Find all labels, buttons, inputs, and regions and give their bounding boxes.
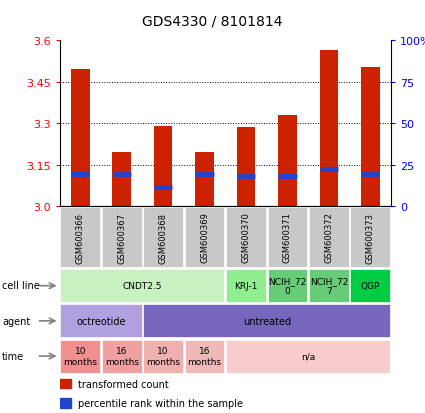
Text: agent: agent (2, 316, 30, 326)
Text: GSM600371: GSM600371 (283, 212, 292, 263)
Bar (361, 67, 380, 206)
Bar (309, 207, 349, 268)
Text: octreotide: octreotide (76, 316, 126, 326)
Bar (184, 207, 224, 268)
Bar (60, 207, 100, 268)
Bar (184, 340, 224, 373)
Bar (350, 270, 390, 302)
Bar (71, 70, 90, 206)
Bar (309, 270, 349, 302)
Text: GSM600367: GSM600367 (117, 212, 126, 263)
Text: GDS4330 / 8101814: GDS4330 / 8101814 (142, 14, 283, 28)
Bar (60, 340, 100, 373)
Text: time: time (2, 351, 24, 361)
Text: n/a: n/a (301, 352, 315, 361)
Bar (112, 153, 131, 206)
Bar (143, 207, 183, 268)
Text: 10
months: 10 months (146, 347, 180, 366)
Bar (102, 207, 142, 268)
Text: GSM600368: GSM600368 (159, 212, 167, 263)
Text: 16
months: 16 months (187, 347, 221, 366)
Text: GSM600369: GSM600369 (200, 212, 209, 263)
Bar (143, 305, 390, 337)
Text: 16
months: 16 months (105, 347, 139, 366)
Text: percentile rank within the sample: percentile rank within the sample (78, 398, 243, 408)
Bar (60, 379, 71, 389)
Bar (143, 340, 183, 373)
Bar (350, 207, 390, 268)
Bar (278, 116, 297, 206)
Bar (102, 340, 142, 373)
Bar (237, 128, 255, 206)
Text: transformed count: transformed count (78, 379, 168, 389)
Text: NCIH_72
7: NCIH_72 7 (310, 276, 348, 296)
Text: CNDT2.5: CNDT2.5 (123, 282, 162, 290)
Bar (267, 270, 307, 302)
Bar (226, 270, 266, 302)
Bar (226, 207, 266, 268)
Text: GSM600372: GSM600372 (324, 212, 333, 263)
Text: untreated: untreated (243, 316, 291, 326)
Bar (267, 207, 307, 268)
Text: GSM600366: GSM600366 (76, 212, 85, 263)
Bar (226, 340, 390, 373)
Text: NCIH_72
0: NCIH_72 0 (268, 276, 306, 296)
Bar (60, 270, 224, 302)
Bar (154, 127, 173, 206)
Text: QGP: QGP (360, 282, 380, 290)
Text: GSM600373: GSM600373 (366, 212, 375, 263)
Text: 10
months: 10 months (63, 347, 97, 366)
Bar (195, 153, 214, 206)
Text: cell line: cell line (2, 281, 40, 291)
Bar (320, 51, 338, 206)
Text: GSM600370: GSM600370 (241, 212, 250, 263)
Bar (60, 305, 142, 337)
Bar (60, 398, 71, 408)
Text: KRJ-1: KRJ-1 (234, 282, 258, 290)
